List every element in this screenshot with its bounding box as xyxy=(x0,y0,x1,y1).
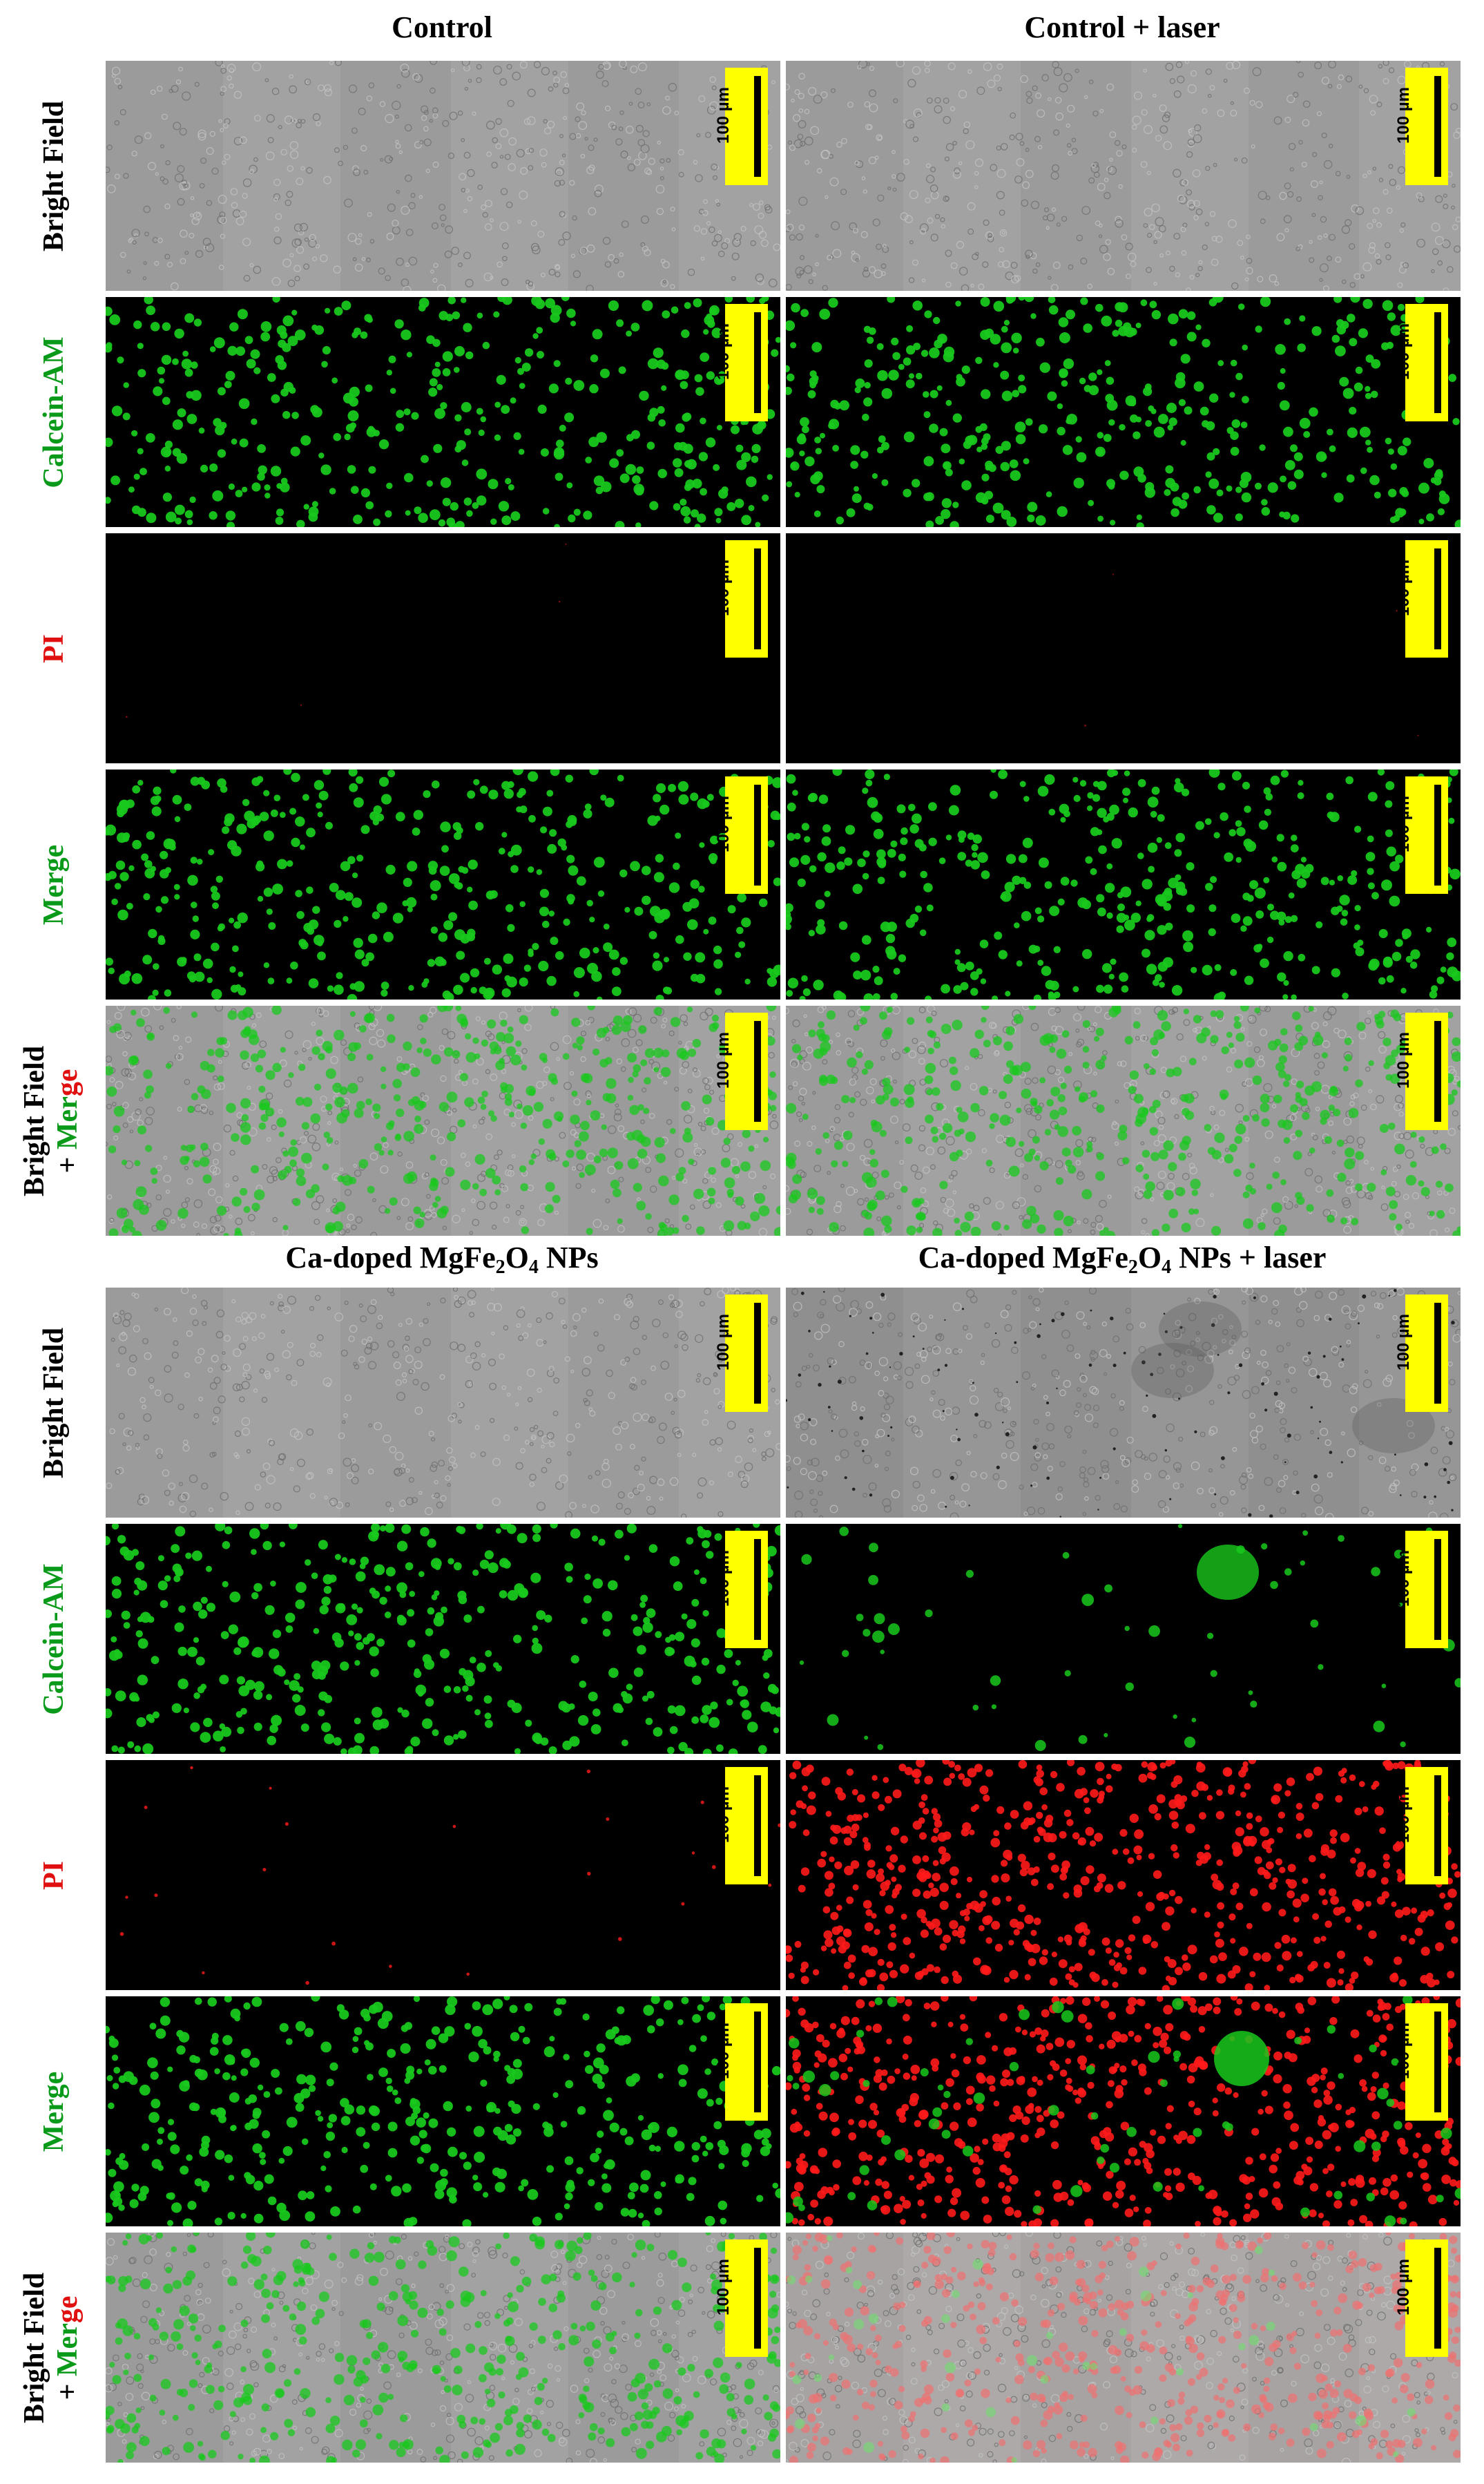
row-label-s0-r1: Calcein-AM xyxy=(38,336,70,488)
scale-bar: 100 µm xyxy=(714,1294,768,1412)
scale-bar: 100 µm xyxy=(714,2003,768,2121)
column-title-nps-laser: Ca-doped MgFe2O4 NPs + laser xyxy=(918,1241,1327,1278)
micrograph-panel-s0-c0-r4: 100 µm xyxy=(106,1006,780,1236)
scale-bar-line xyxy=(754,76,761,177)
row-label-s1-r4: Bright Field + Merge xyxy=(19,2272,84,2423)
scale-bar-label: 100 µm xyxy=(1394,87,1413,144)
scale-bar: 100 µm xyxy=(714,304,768,421)
scale-bar: 100 µm xyxy=(714,1531,768,1648)
row-label-s0-r0: Bright Field xyxy=(38,100,70,251)
micrograph-panel-s0-c1-r1: 100 µm xyxy=(786,297,1461,527)
scale-bar: 100 µm xyxy=(1394,2239,1448,2357)
scale-bar: 100 µm xyxy=(1394,776,1448,894)
scale-bar-label: 100 µm xyxy=(1394,1786,1413,1843)
micrograph-panel-s1-c1-r4: 100 µm xyxy=(786,2233,1461,2463)
scale-bar-line xyxy=(1434,2248,1441,2349)
scale-bar-line xyxy=(754,785,761,886)
scale-bar-line xyxy=(1434,1539,1441,1640)
scale-bar-line xyxy=(754,1539,761,1640)
micrograph-panel-s1-c1-r0: 100 µm xyxy=(786,1288,1461,1518)
scale-bar: 100 µm xyxy=(1394,540,1448,658)
row-label-s0-r4: Bright Field + Merge xyxy=(19,1045,84,1196)
scale-bar-label: 100 µm xyxy=(1394,1314,1413,1370)
scale-bar: 100 µm xyxy=(1394,304,1448,421)
scale-bar-label: 100 µm xyxy=(1394,2259,1413,2315)
scale-bar-line xyxy=(754,2012,761,2112)
scale-bar: 100 µm xyxy=(714,2239,768,2357)
scale-bar-line xyxy=(754,312,761,413)
scale-bar: 100 µm xyxy=(714,1013,768,1130)
micrograph-panel-s1-c0-r3: 100 µm xyxy=(106,1996,780,2226)
scale-bar: 100 µm xyxy=(714,1767,768,1884)
micrograph-panel-s1-c0-r2: 100 µm xyxy=(106,1760,780,1990)
scale-bar-line xyxy=(1434,76,1441,177)
scale-bar-label: 100 µm xyxy=(714,323,733,380)
scale-bar-line xyxy=(1434,548,1441,649)
scale-bar-line xyxy=(1434,1303,1441,1404)
column-title-nps: Ca-doped MgFe2O4 NPs xyxy=(285,1241,599,1278)
scale-bar-label: 100 µm xyxy=(714,1550,733,1607)
row-label-s0-r2: PI xyxy=(38,633,70,663)
micrograph-panel-s1-c0-r1: 100 µm xyxy=(106,1524,780,1754)
scale-bar: 100 µm xyxy=(714,68,768,185)
row-label-s1-r1: Calcein-AM xyxy=(38,1563,70,1715)
micrograph-panel-s0-c1-r2: 100 µm xyxy=(786,533,1461,763)
row-label-s1-r2: PI xyxy=(38,1860,70,1890)
micrograph-panel-s0-c1-r4: 100 µm xyxy=(786,1006,1461,1236)
micrograph-panel-s0-c0-r3: 100 µm xyxy=(106,770,780,1000)
scale-bar: 100 µm xyxy=(714,540,768,658)
micrograph-panel-s0-c1-r3: 100 µm xyxy=(786,770,1461,1000)
scale-bar-label: 100 µm xyxy=(1394,796,1413,852)
scale-bar-line xyxy=(754,1021,761,1122)
row-label-s0-r3: Merge xyxy=(38,844,70,925)
scale-bar-label: 100 µm xyxy=(1394,1550,1413,1607)
scale-bar-line xyxy=(1434,312,1441,413)
scale-bar-label: 100 µm xyxy=(714,2023,733,2079)
micrograph-panel-s0-c0-r1: 100 µm xyxy=(106,297,780,527)
scale-bar-line xyxy=(1434,1775,1441,1876)
scale-bar-label: 100 µm xyxy=(1394,560,1413,616)
micrograph-panel-s1-c1-r2: 100 µm xyxy=(786,1760,1461,1990)
scale-bar-label: 100 µm xyxy=(714,2259,733,2315)
scale-bar-label: 100 µm xyxy=(714,1032,733,1089)
row-label-s1-r0: Bright Field xyxy=(38,1327,70,1478)
micrograph-panel-s0-c0-r2: 100 µm xyxy=(106,533,780,763)
scale-bar-label: 100 µm xyxy=(714,1786,733,1843)
column-title-control: Control xyxy=(392,10,492,44)
scale-bar-label: 100 µm xyxy=(1394,2023,1413,2079)
scale-bar-label: 100 µm xyxy=(1394,1032,1413,1089)
scale-bar: 100 µm xyxy=(714,776,768,894)
scale-bar: 100 µm xyxy=(1394,1767,1448,1884)
scale-bar: 100 µm xyxy=(1394,68,1448,185)
micrograph-panel-s0-c1-r0: 100 µm xyxy=(786,61,1461,291)
micrograph-panel-s1-c0-r4: 100 µm xyxy=(106,2233,780,2463)
scale-bar: 100 µm xyxy=(1394,1294,1448,1412)
scale-bar: 100 µm xyxy=(1394,2003,1448,2121)
scale-bar-label: 100 µm xyxy=(714,1314,733,1370)
scale-bar-label: 100 µm xyxy=(1394,323,1413,380)
scale-bar: 100 µm xyxy=(1394,1013,1448,1130)
scale-bar-label: 100 µm xyxy=(714,87,733,144)
scale-bar-line xyxy=(754,1775,761,1876)
scale-bar-line xyxy=(754,548,761,649)
scale-bar-line xyxy=(1434,2012,1441,2112)
micrograph-panel-s1-c1-r1: 100 µm xyxy=(786,1524,1461,1754)
row-label-s1-r3: Merge xyxy=(38,2071,70,2152)
micrograph-panel-s1-c1-r3: 100 µm xyxy=(786,1996,1461,2226)
scale-bar-line xyxy=(1434,785,1441,886)
micrograph-panel-s1-c0-r0: 100 µm xyxy=(106,1288,780,1518)
scale-bar-line xyxy=(754,2248,761,2349)
scale-bar-line xyxy=(754,1303,761,1404)
micrograph-panel-s0-c0-r0: 100 µm xyxy=(106,61,780,291)
scale-bar-line xyxy=(1434,1021,1441,1122)
scale-bar: 100 µm xyxy=(1394,1531,1448,1648)
column-title-control-laser: Control + laser xyxy=(1024,10,1220,44)
scale-bar-label: 100 µm xyxy=(714,560,733,616)
scale-bar-label: 100 µm xyxy=(714,796,733,852)
